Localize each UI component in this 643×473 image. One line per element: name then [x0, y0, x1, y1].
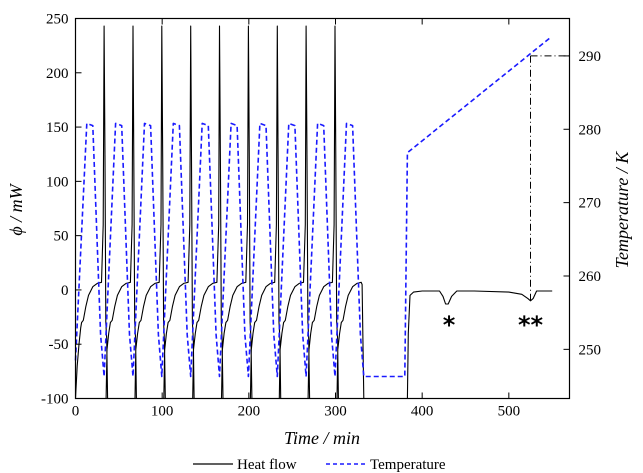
x-tick-label: 400 [411, 404, 434, 420]
plot-frame [74, 17, 571, 400]
x-axis-title: Time / min [284, 428, 360, 448]
y2-tick-label: 280 [579, 122, 602, 138]
axis-ticks: 0 100 200 300 400 500 -100 -50 0 50 100 150 200 250 25… [41, 12, 601, 420]
y2-tick-label: 270 [579, 196, 602, 212]
y-axis-title: ϕ / mW [6, 182, 26, 235]
plot-series: * ** [74, 25, 570, 400]
x-tick-label: 300 [324, 404, 347, 420]
series-heat-flow [74, 25, 553, 400]
y-tick-label: 200 [46, 66, 69, 82]
x-tick-label: 200 [238, 404, 261, 420]
x-tick-label: 0 [72, 404, 80, 420]
legend-heat-flow-label: Heat flow [237, 457, 297, 473]
y2-tick-label: 260 [579, 269, 602, 285]
x-tick-label: 500 [498, 404, 521, 420]
y2-axis-title: Temperature / K [612, 151, 632, 269]
y2-tick-label: 250 [579, 342, 602, 358]
x-tick-label: 100 [151, 404, 174, 420]
y-tick-label: 150 [46, 120, 69, 136]
y-tick-label: 50 [54, 229, 69, 245]
y-tick-label: -50 [49, 337, 69, 353]
series-temperature [74, 36, 551, 378]
legend-temperature-label: Temperature [370, 457, 446, 473]
y-tick-label: -100 [41, 392, 69, 408]
y-tick-label: 250 [46, 12, 69, 28]
y-tick-label: 100 [46, 174, 69, 190]
legend: Heat flow Temperature [193, 457, 446, 473]
annotation-2: ** [518, 311, 544, 339]
annotation-1: * [443, 311, 456, 339]
y-tick-label: 0 [61, 283, 69, 299]
y2-tick-label: 290 [579, 49, 602, 65]
